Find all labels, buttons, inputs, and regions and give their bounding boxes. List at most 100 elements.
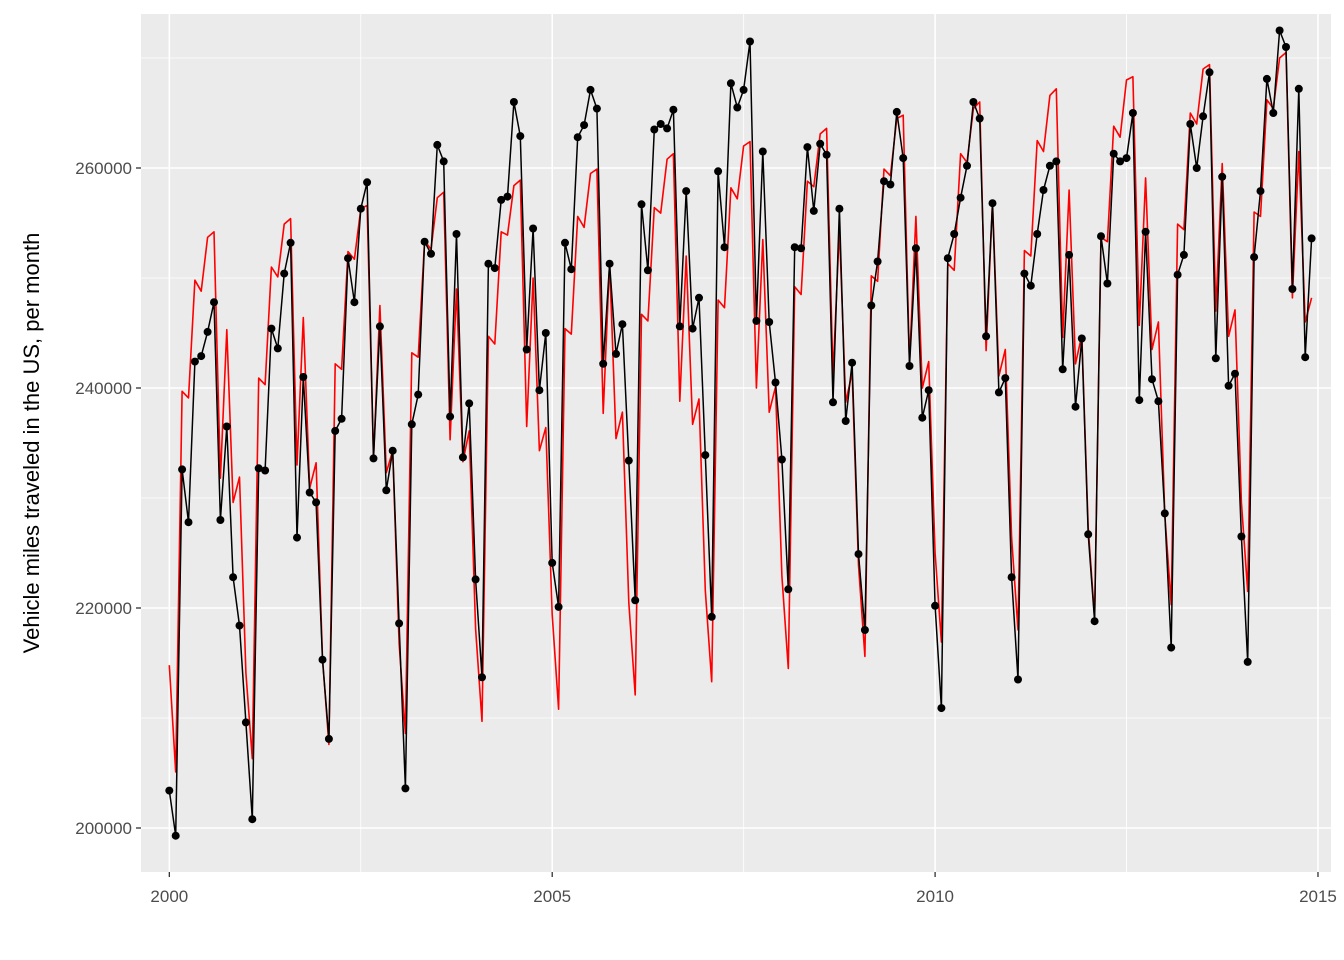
data-point (1218, 172, 1227, 181)
x-tick-label: 2015 (1299, 887, 1337, 906)
data-point (937, 704, 946, 713)
data-point (1179, 250, 1188, 259)
data-point (420, 237, 429, 246)
data-point (1148, 375, 1156, 384)
data-point (975, 114, 984, 123)
series-layer (165, 26, 1316, 840)
data-point (1205, 68, 1214, 77)
data-point (1199, 112, 1208, 121)
data-point (1269, 109, 1278, 117)
data-point (344, 254, 352, 263)
data-point (829, 398, 837, 407)
data-point (943, 254, 952, 263)
data-point (407, 420, 416, 429)
data-point (771, 378, 780, 387)
data-point (899, 154, 908, 163)
data-point (1039, 186, 1048, 194)
data-point (1141, 227, 1150, 236)
data-point (918, 413, 927, 422)
data-point (886, 180, 895, 189)
y-axis-title: Vehicle miles traveled in the US, per mo… (19, 233, 44, 654)
data-point (286, 238, 295, 247)
data-point (777, 455, 786, 464)
data-point (1224, 381, 1233, 390)
y-tick-label: 260000 (75, 159, 132, 178)
data-point (548, 558, 557, 567)
data-point (963, 161, 971, 170)
data-point (1065, 250, 1074, 259)
data-point (1231, 369, 1239, 378)
data-point (752, 316, 761, 325)
data-point (911, 244, 920, 253)
major-gridlines (141, 14, 1331, 872)
data-point (1014, 675, 1022, 684)
y-tick-label: 220000 (75, 599, 132, 618)
data-point (299, 373, 308, 381)
data-point (809, 206, 818, 215)
data-point (241, 718, 250, 727)
data-point (267, 324, 276, 333)
data-point (190, 357, 199, 366)
data-point (675, 322, 684, 331)
data-point (216, 516, 225, 524)
data-point (994, 388, 1003, 397)
data-point (758, 147, 767, 156)
data-point (816, 139, 825, 148)
data-point (924, 386, 933, 395)
data-point (905, 362, 914, 370)
data-point (1084, 530, 1093, 539)
data-point (950, 230, 959, 238)
data-point (312, 498, 321, 507)
data-point (1250, 253, 1259, 262)
data-point (669, 105, 678, 114)
data-point (1045, 161, 1054, 170)
x-tick-label: 2005 (533, 887, 571, 906)
data-point (624, 456, 633, 465)
data-point (1058, 365, 1067, 374)
data-point (567, 265, 576, 274)
data-point (1128, 109, 1137, 117)
data-point (197, 352, 206, 361)
data-point (969, 98, 978, 106)
data-point (382, 486, 391, 495)
data-point (688, 324, 697, 333)
data-point (860, 626, 869, 634)
data-point (1026, 281, 1035, 290)
data-point (586, 85, 595, 94)
data-point (509, 98, 518, 106)
data-point (605, 259, 614, 268)
data-point (643, 266, 652, 275)
data-point (1275, 26, 1284, 35)
data-point (1307, 234, 1316, 243)
data-point (1282, 43, 1290, 51)
data-point (580, 121, 589, 130)
data-point (599, 359, 608, 368)
data-point (1288, 285, 1297, 293)
data-point (892, 107, 901, 116)
data-point (701, 451, 710, 460)
data-point (726, 79, 735, 88)
data-point (1301, 353, 1310, 362)
data-point (484, 259, 493, 268)
data-point (656, 120, 665, 128)
data-point (165, 786, 174, 795)
data-point (1033, 230, 1042, 238)
y-tick-label: 200000 (75, 819, 132, 838)
data-point (663, 124, 672, 133)
data-point (1173, 270, 1182, 279)
data-point (1052, 157, 1061, 166)
data-point (1160, 509, 1169, 518)
data-point (318, 655, 327, 664)
data-point (497, 195, 506, 204)
data-point (682, 187, 691, 196)
data-point (612, 349, 620, 358)
data-point (982, 332, 991, 341)
data-point (503, 192, 512, 201)
data-point (631, 596, 640, 605)
data-point (171, 831, 180, 840)
data-point (848, 358, 857, 367)
data-point (1116, 157, 1125, 166)
data-point (988, 199, 997, 208)
data-point (356, 204, 365, 213)
data-point (707, 612, 716, 621)
